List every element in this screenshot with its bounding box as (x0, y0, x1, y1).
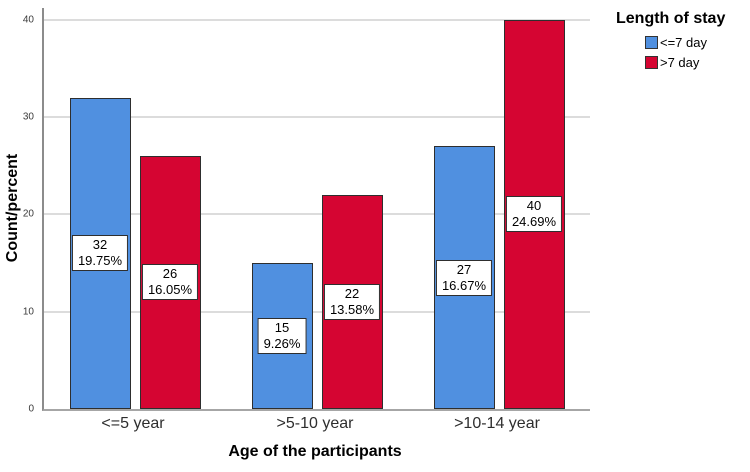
bar-label: 27 16.67% (435, 259, 493, 296)
bar-count: 40 (526, 198, 542, 214)
y-tick-label: 10 (22, 306, 34, 318)
legend-swatch (645, 36, 658, 49)
bar-group: 15 9.26% 22 13.58% (251, 8, 383, 409)
legend-item-label: >7 day (660, 55, 700, 70)
gridline (44, 213, 590, 216)
bar: 22 13.58% (321, 194, 383, 409)
legend-item-label: <=7 day (660, 35, 707, 50)
legend-title: Length of stay (616, 10, 726, 27)
legend-item: <=7 day (645, 35, 725, 50)
legend-swatch (645, 56, 658, 69)
bar: 15 9.26% (251, 263, 313, 409)
y-tick-label: 30 (22, 111, 34, 123)
bar-label: 22 13.58% (323, 283, 381, 320)
gridline (44, 18, 590, 21)
legend-item: >7 day (645, 55, 725, 70)
gridline (44, 310, 590, 313)
bar-label: 32 19.75% (71, 235, 129, 272)
y-tick-label: 40 (22, 14, 34, 26)
bar-count: 22 (344, 285, 360, 301)
bar-count: 15 (274, 320, 290, 335)
bar: 32 19.75% (69, 97, 131, 409)
bar-label: 26 16.05% (141, 264, 199, 301)
bar-count: 32 (92, 237, 108, 253)
bar: 40 24.69% (503, 19, 565, 409)
plot-area: 32 19.75% 26 16.05% 15 9.26% 22 13.58% 27 16.67% 4… (42, 8, 590, 411)
legend-items: <=7 day >7 day (616, 35, 725, 70)
bar: 26 16.05% (139, 155, 201, 409)
bar-percent: 9.26% (263, 336, 301, 351)
y-tick-label: 20 (22, 208, 34, 220)
x-tick-label: >5-10 year (276, 415, 354, 432)
x-axis-labels: <=5 year >5-10 year >10-14 year (42, 415, 588, 433)
bar-group: 32 19.75% 26 16.05% (69, 8, 201, 409)
bar-percent: 16.67% (441, 277, 487, 293)
bar-percent: 16.05% (147, 282, 193, 298)
x-tick-label: <=5 year (101, 415, 165, 432)
bar-label: 15 9.26% (257, 318, 307, 354)
y-axis-ticks: 0 10 20 30 40 (0, 8, 34, 414)
bar-count: 27 (456, 261, 472, 277)
bar-percent: 13.58% (329, 301, 375, 317)
bar-count: 26 (162, 266, 178, 282)
legend: Length of stay <=7 day >7 day (616, 10, 725, 70)
bar-percent: 24.69% (511, 214, 557, 230)
x-axis-title: Age of the participants (228, 443, 402, 460)
gridline (44, 116, 590, 119)
bar: 27 16.67% (433, 146, 495, 409)
y-tick-label: 0 (28, 403, 34, 415)
bar-group: 27 16.67% 40 24.69% (433, 8, 565, 409)
bar-groups: 32 19.75% 26 16.05% 15 9.26% 22 13.58% 27 16.67% 4… (44, 8, 590, 409)
x-tick-label: >10-14 year (454, 415, 540, 432)
bar-percent: 19.75% (77, 253, 123, 269)
bar-label: 40 24.69% (505, 196, 563, 233)
